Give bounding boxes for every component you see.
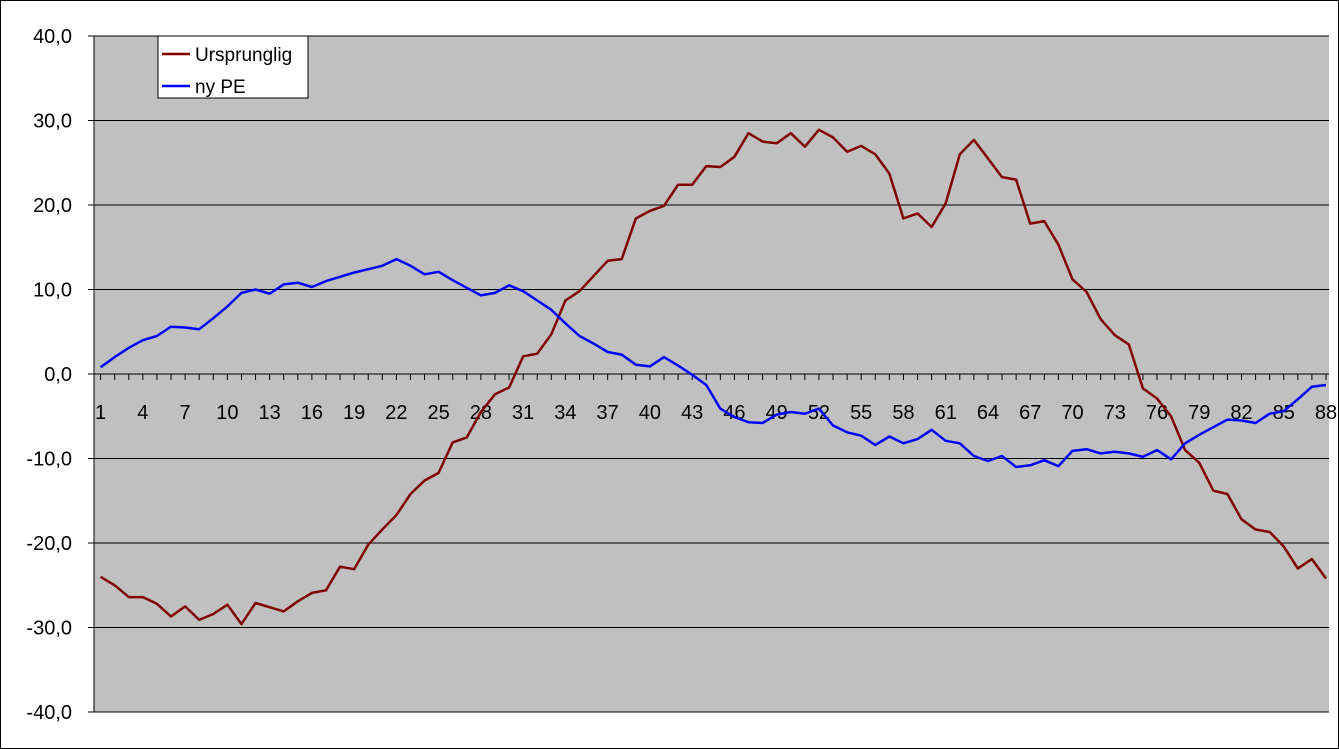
x-tick-label: 70 bbox=[1061, 402, 1083, 424]
legend-label-ny-pe: ny PE bbox=[195, 77, 246, 98]
y-tick-label: 20,0 bbox=[33, 195, 72, 217]
x-tick-label: 25 bbox=[428, 402, 450, 424]
x-tick-label: 88 bbox=[1315, 402, 1337, 424]
x-tick-label: 58 bbox=[892, 402, 914, 424]
series-line-ursprunglig bbox=[99, 128, 1328, 626]
legend: Ursprunglig ny PE bbox=[157, 35, 309, 99]
legend-box bbox=[157, 35, 309, 99]
x-tick-label: 37 bbox=[597, 402, 619, 424]
x-tick-label: 34 bbox=[554, 402, 576, 424]
x-tick-label: 13 bbox=[258, 402, 280, 424]
x-tick-label: 40 bbox=[639, 402, 661, 424]
y-tick-label: -30,0 bbox=[26, 618, 72, 640]
x-axis: 1 4 7 10 13 16 19 22 25 28 31 34 37 40 43 46 49 52 55 58 61 6… bbox=[94, 373, 1337, 424]
x-tick-label: 55 bbox=[850, 402, 872, 424]
x-tick-label: 61 bbox=[935, 402, 957, 424]
x-tick-label: 16 bbox=[301, 402, 323, 424]
y-tick-label: 10,0 bbox=[33, 280, 72, 302]
x-tick-label: 4 bbox=[137, 402, 148, 424]
x-tick-label: 79 bbox=[1188, 402, 1210, 424]
y-tick-label: -40,0 bbox=[26, 702, 72, 724]
x-tick-label: 1 bbox=[95, 402, 106, 424]
x-tick-label: 31 bbox=[512, 402, 534, 424]
x-tick-label: 64 bbox=[977, 402, 999, 424]
y-tick-label: -10,0 bbox=[26, 449, 72, 471]
x-tick-label: 19 bbox=[343, 402, 365, 424]
y-tick-label: -20,0 bbox=[26, 533, 72, 555]
y-tick-label: 30,0 bbox=[33, 111, 72, 133]
y-tick-label: 40,0 bbox=[33, 26, 72, 48]
x-tick-label: 10 bbox=[216, 402, 238, 424]
x-tick-label: 7 bbox=[180, 402, 191, 424]
y-axis: 40,0 30,0 20,0 10,0 0,0 -10,0 -20,0 -30,0 -40,0 bbox=[26, 26, 95, 724]
x-tick-label: 67 bbox=[1019, 402, 1041, 424]
x-tick-label: 82 bbox=[1230, 402, 1252, 424]
gridlines bbox=[94, 35, 1329, 713]
series-layer bbox=[99, 128, 1328, 626]
x-tick-label: 52 bbox=[808, 402, 830, 424]
x-tick-label: 76 bbox=[1146, 402, 1168, 424]
x-tick-label: 43 bbox=[681, 402, 703, 424]
x-tick-label: 22 bbox=[385, 402, 407, 424]
x-tick-label: 73 bbox=[1104, 402, 1126, 424]
y-tick-label: 0,0 bbox=[44, 364, 72, 386]
legend-label-ursprunglig: Ursprunglig bbox=[195, 45, 292, 66]
series-line-ny-pe bbox=[99, 257, 1327, 469]
